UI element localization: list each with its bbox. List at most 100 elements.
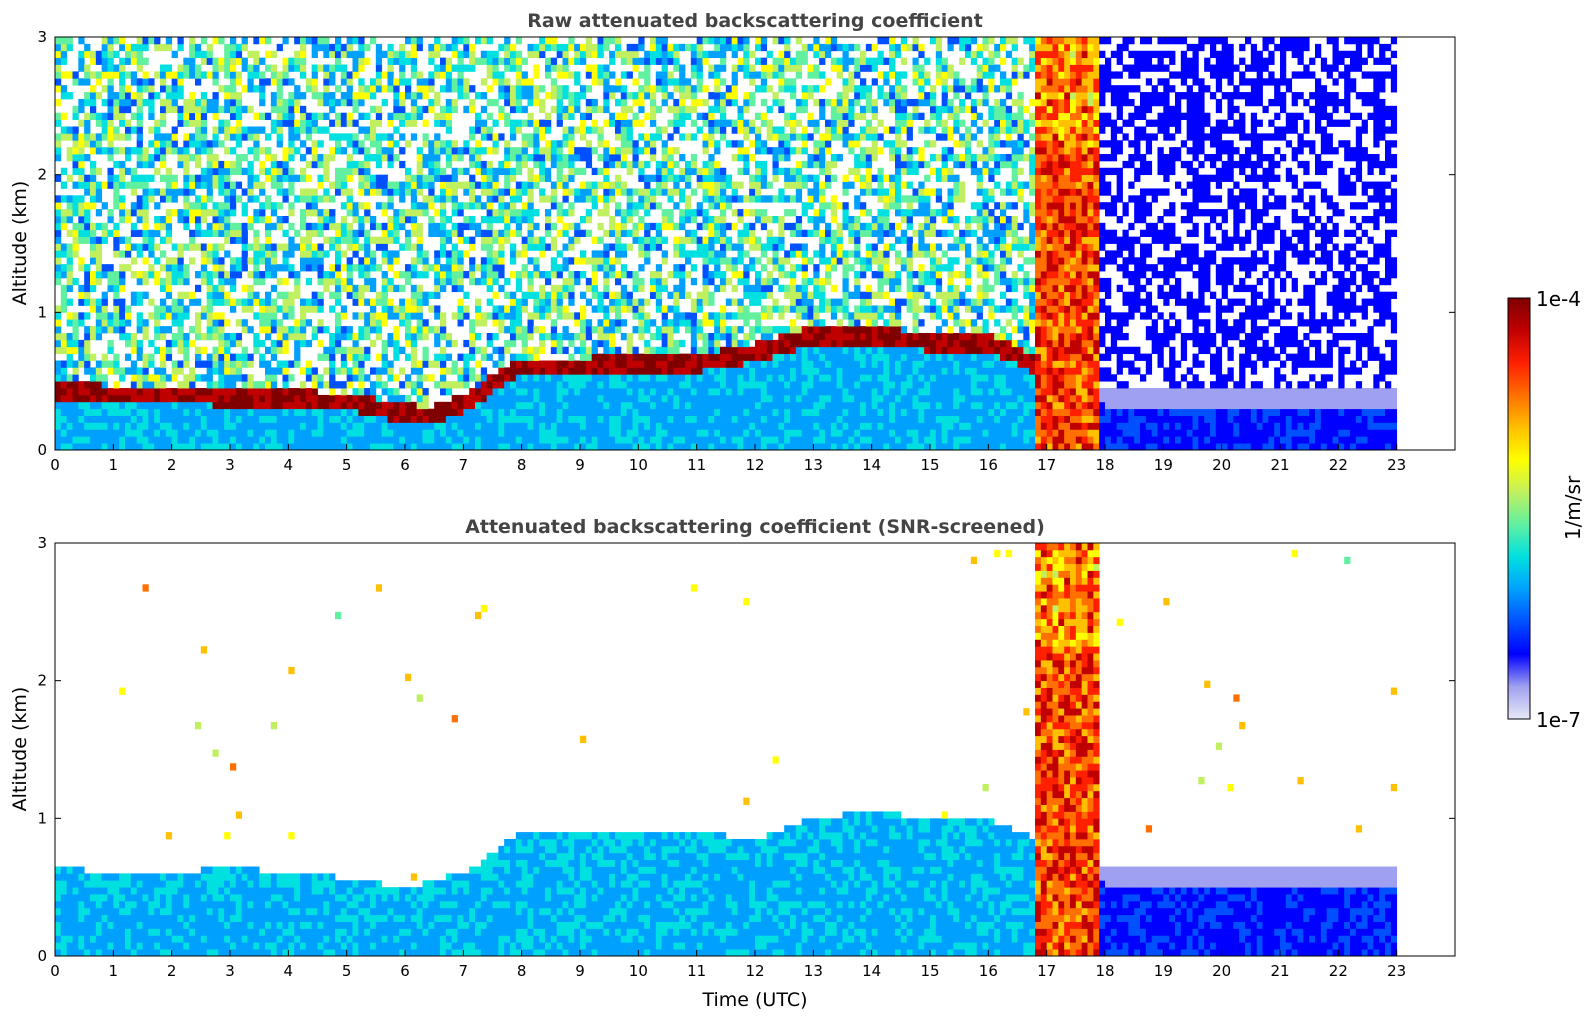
heatmap-cell [148,408,155,416]
heatmap-cell [690,250,698,258]
heatmap-cell [311,195,318,203]
heatmap-cell [445,154,453,162]
heatmap-cell [142,43,149,52]
heatmap-cell [230,92,237,100]
heatmap-cell [615,50,622,59]
heatmap-cell [136,319,143,327]
heatmap-cell [486,215,493,224]
heatmap-cell [609,85,616,93]
heatmap-cell [463,250,470,258]
heatmap-cell [66,277,73,286]
heatmap-cell [626,353,633,361]
heatmap-cell [422,174,429,182]
heatmap-cell [305,209,313,217]
heatmap-cell [136,64,143,72]
heatmap-cell [241,37,248,45]
heatmap-cell [142,98,149,107]
heatmap-cell [323,154,330,162]
heatmap-cell [346,381,353,389]
heatmap-cell [650,381,657,389]
heatmap-cell [597,443,604,450]
heatmap-cell [212,264,219,272]
heatmap-cell [539,98,546,107]
heatmap-cell [358,222,365,231]
heatmap-cell [90,257,97,265]
heatmap-cell [340,429,348,437]
heatmap-cell [200,312,208,320]
heatmap-cell [521,346,528,355]
heatmap-cell [270,381,278,389]
heatmap-cell [574,319,581,327]
heatmap-cell [235,332,243,341]
heatmap-cell [107,57,114,65]
heatmap-cell [60,92,68,100]
heatmap-cell [148,98,155,107]
heatmap-cell [562,436,569,444]
heatmap-cell [119,78,126,86]
heatmap-cell [171,332,178,341]
heatmap-cell [422,346,429,355]
heatmap-cell [720,422,727,430]
heatmap-cell [440,436,447,444]
heatmap-cell [521,422,528,430]
heatmap-cell [556,209,563,217]
heatmap-cell [247,174,254,182]
heatmap-cell [253,174,260,182]
heatmap-cell [235,415,243,423]
heatmap-cell [142,215,149,224]
heatmap-cell [387,188,394,196]
heatmap-cell [125,105,132,114]
heatmap-cell [591,277,598,286]
heatmap-cell [661,326,668,334]
heatmap-cell [84,174,91,182]
heatmap-cell [113,298,120,306]
heatmap-cell [585,160,593,169]
heatmap-cell [235,133,243,141]
heatmap-cell [650,408,657,416]
heatmap-cell [265,394,272,403]
heatmap-cell [247,408,254,416]
heatmap-cell [364,374,371,382]
heatmap-cell [218,209,225,217]
heatmap-cell [725,98,733,107]
heatmap-cell [510,57,517,65]
heatmap-cell [352,119,359,127]
heatmap-cell [620,381,628,389]
heatmap-cell [125,422,132,430]
heatmap-cell [125,98,132,107]
heatmap-cell [340,78,348,86]
heatmap-cell [84,43,91,52]
heatmap-cell [533,174,540,182]
heatmap-cell [119,209,126,217]
heatmap-cell [130,243,138,251]
heatmap-cell [358,98,365,107]
heatmap-cell [72,346,79,355]
heatmap-cell [702,367,709,375]
heatmap-cell [451,37,458,45]
heatmap-cell [224,394,231,403]
heatmap-cell [154,257,161,265]
heatmap-cell [498,202,505,210]
heatmap-cell [655,174,663,182]
heatmap-cell [696,374,703,382]
heatmap-cell [95,360,103,368]
heatmap-cell [405,229,412,238]
heatmap-cell [545,381,552,389]
heatmap-cell [667,346,674,355]
heatmap-cell [521,154,528,162]
heatmap-cell [702,436,709,444]
heatmap-cell [235,160,243,169]
heatmap-cell [282,105,289,114]
heatmap-cell [206,353,213,361]
heatmap-cell [177,408,184,416]
heatmap-cell [113,37,120,45]
heatmap-cell [78,202,85,210]
heatmap-cell [311,222,318,231]
heatmap-cell [556,408,563,416]
heatmap-cell [165,64,173,72]
heatmap-cell [690,160,698,169]
heatmap-cell [370,326,377,334]
heatmap-cell [95,415,103,423]
heatmap-cell [270,64,278,72]
heatmap-cell [142,188,149,196]
